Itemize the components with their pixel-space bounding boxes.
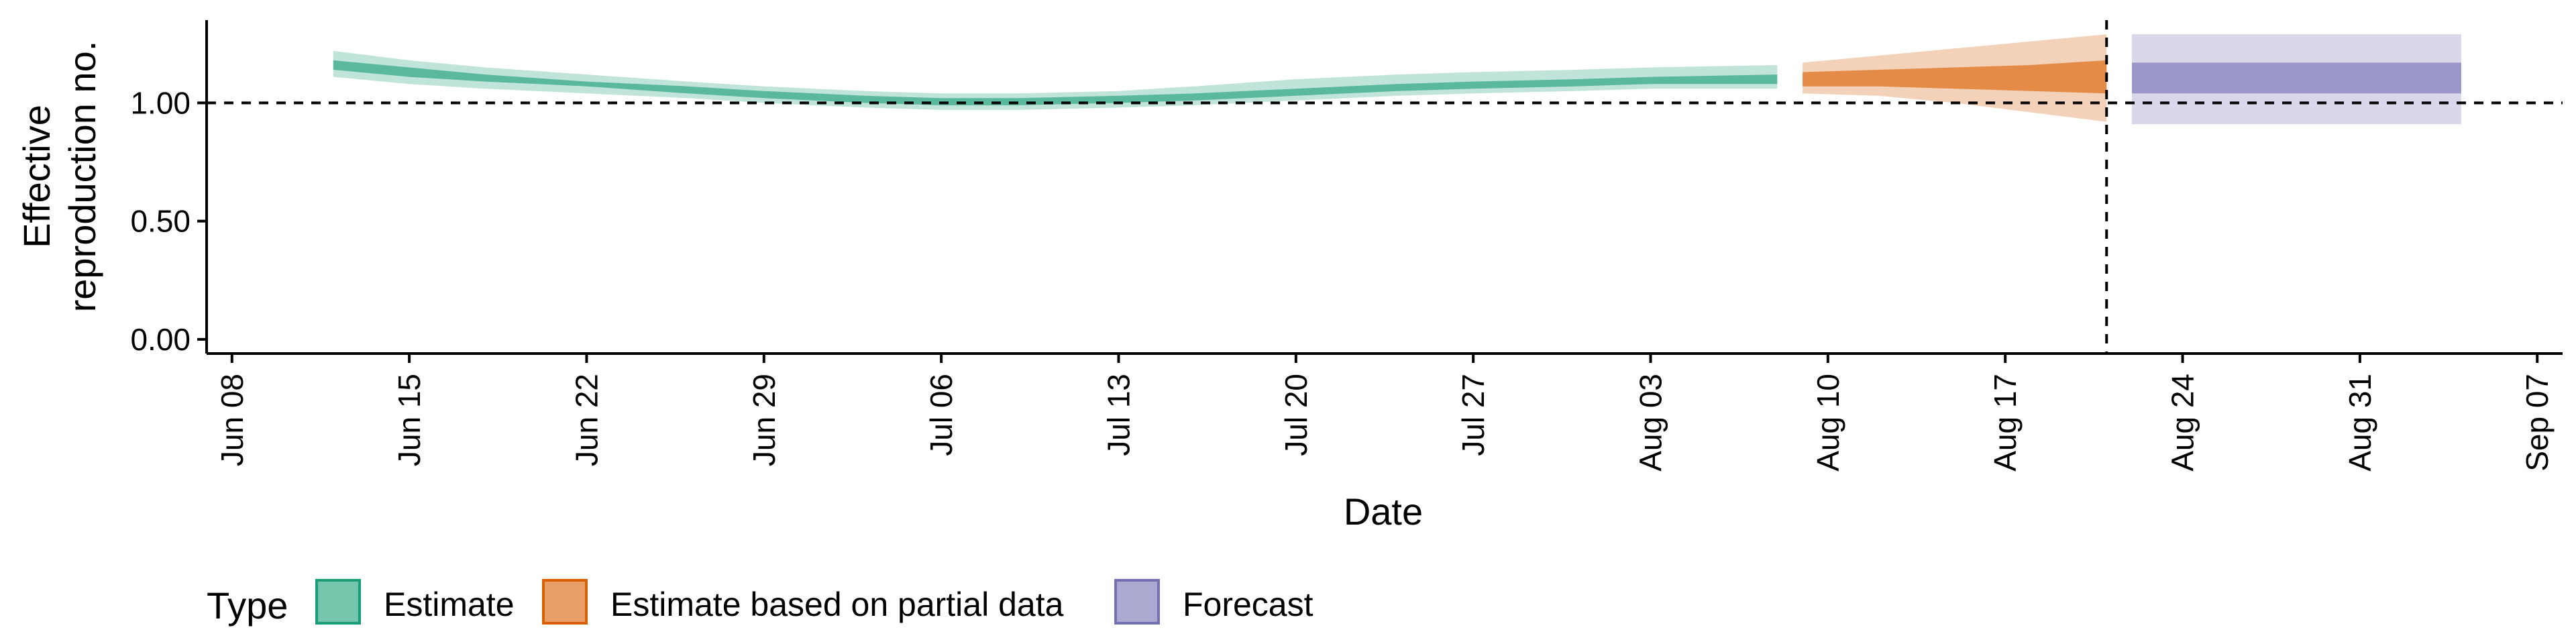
x-tick-label: Aug 31 bbox=[2343, 374, 2377, 472]
y-tick-label: 1.00 bbox=[130, 85, 191, 120]
estimate-based-on-partial-data-inner-band bbox=[1803, 60, 2107, 94]
legend-key-estimate bbox=[315, 579, 361, 625]
x-tick-label: Jun 22 bbox=[570, 374, 604, 466]
x-tick-label: Aug 17 bbox=[1988, 374, 2023, 472]
legend-key-forecast bbox=[1114, 579, 1160, 625]
x-tick-label: Jul 27 bbox=[1456, 374, 1491, 456]
legend-title: Type bbox=[207, 584, 288, 627]
x-tick-label: Jun 08 bbox=[215, 374, 250, 466]
x-tick-label: Jun 15 bbox=[392, 374, 427, 466]
x-tick-label: Aug 10 bbox=[1811, 374, 1845, 472]
series-bands bbox=[333, 34, 2461, 125]
legend-label-estimate-based-on-partial-data: Estimate based on partial data bbox=[610, 586, 1064, 623]
x-tick-label: Aug 03 bbox=[1633, 374, 1668, 472]
x-tick-label: Aug 24 bbox=[2165, 374, 2200, 472]
estimate-outer-band bbox=[333, 50, 1778, 110]
legend-label-forecast: Forecast bbox=[1183, 586, 1313, 623]
x-tick-label: Jun 29 bbox=[747, 374, 782, 466]
y-axis-title-line2: reproduction no. bbox=[61, 41, 103, 313]
legend-key-estimate-based-on-partial-data bbox=[542, 579, 588, 625]
y-tick-label: 0.50 bbox=[130, 204, 191, 239]
x-tick-label: Jul 20 bbox=[1279, 374, 1313, 456]
axes: 0.00 0.50 1.00 Jun 08 Jun 15 Jun 22 Jun 29 Jul … bbox=[130, 20, 2563, 472]
estimate-inner-band bbox=[333, 60, 1778, 105]
x-tick-label: Sep 07 bbox=[2520, 374, 2555, 472]
x-tick-label: Jul 06 bbox=[924, 374, 959, 456]
x-tick-label: Jul 13 bbox=[1102, 374, 1136, 456]
y-axis-title-line1: Effective bbox=[15, 105, 58, 248]
forecast-inner-band bbox=[2132, 62, 2461, 94]
legend: Type Estimate Estimate based on partial d… bbox=[207, 579, 1313, 627]
reference-lines bbox=[207, 20, 2563, 354]
y-tick-label: 0.00 bbox=[130, 322, 191, 357]
legend-label-estimate: Estimate bbox=[384, 586, 515, 623]
x-axis-title: Date bbox=[1344, 490, 1423, 533]
